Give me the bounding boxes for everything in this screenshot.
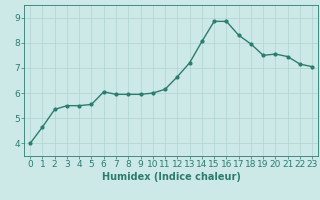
- X-axis label: Humidex (Indice chaleur): Humidex (Indice chaleur): [102, 172, 241, 182]
